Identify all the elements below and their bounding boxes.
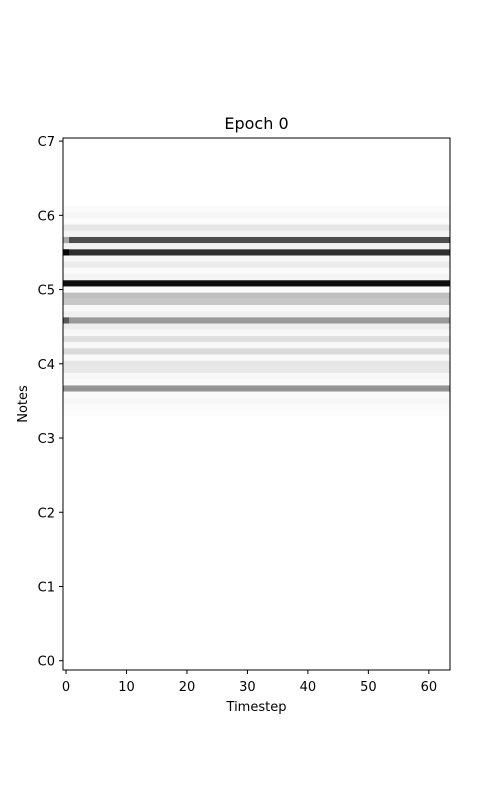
heatmap-row-75	[63, 267, 450, 275]
y-tick-label: C6	[38, 209, 55, 224]
heatmap-row-68	[63, 311, 450, 318]
heatmap-cell-78-t0	[63, 249, 70, 256]
heatmap-row-69	[63, 305, 450, 312]
heatmap-row-72	[63, 286, 450, 293]
heatmap-row-71	[63, 292, 450, 299]
heatmap-cell-67-t0	[63, 317, 70, 324]
heatmap-row-59	[63, 366, 450, 374]
heatmap-row-64	[63, 335, 450, 343]
chart-title: Epoch 0	[224, 114, 288, 133]
heatmap-row-76	[63, 261, 450, 268]
heatmap-cells	[63, 206, 450, 417]
heatmap-row-73	[63, 280, 450, 287]
heatmap-row-67	[63, 317, 450, 324]
heatmap-row-62	[63, 348, 450, 355]
heatmap-row-78	[63, 249, 450, 256]
x-axis: 0 10 20 30 40 50 60	[62, 670, 437, 695]
x-tick-label: 10	[118, 680, 135, 695]
heatmap-row-54	[63, 397, 450, 404]
heatmap-row-80	[63, 236, 450, 244]
heatmap-row-84	[63, 212, 450, 219]
heatmap-row-60	[63, 360, 450, 367]
heatmap-row-57	[63, 379, 450, 386]
heatmap-row-58	[63, 373, 450, 380]
heatmap-row-82	[63, 224, 450, 231]
heatmap-row-81	[63, 230, 450, 237]
heatmap-row-61	[63, 354, 450, 361]
y-tick-label: C7	[38, 135, 55, 150]
heatmap-row-55	[63, 391, 450, 398]
heatmap-cell-80-t0	[63, 236, 70, 244]
heatmap-row-66	[63, 323, 450, 330]
heatmap-row-56	[63, 385, 450, 392]
y-tick-label: C3	[38, 432, 55, 447]
heatmap-row-85	[63, 206, 450, 213]
heatmap-row-63	[63, 342, 450, 349]
x-tick-label: 0	[62, 680, 70, 695]
x-tick-label: 40	[300, 680, 317, 695]
heatmap-row-65	[63, 329, 450, 336]
y-axis-label: Notes	[16, 385, 31, 423]
x-tick-label: 50	[360, 680, 377, 695]
y-tick-label: C1	[38, 580, 55, 595]
y-axis: C0 C1 C2 C3 C4 C5 C6 C7	[38, 135, 63, 670]
heatmap-row-79	[63, 243, 450, 250]
heatmap-row-83	[63, 218, 450, 225]
x-tick-label: 20	[179, 680, 196, 695]
heatmap-row-77	[63, 255, 450, 262]
heatmap-row-53	[63, 404, 450, 411]
y-tick-label: C0	[38, 655, 55, 670]
x-axis-label: Timestep	[226, 700, 287, 715]
heatmap-row-74	[63, 274, 450, 281]
y-tick-label: C5	[38, 284, 55, 299]
y-tick-label: C2	[38, 506, 55, 521]
x-tick-label: 30	[239, 680, 256, 695]
y-tick-label: C4	[38, 358, 55, 373]
plot-frame	[62, 137, 451, 671]
heatmap-row-70	[63, 298, 450, 306]
x-tick-label: 60	[421, 680, 438, 695]
heatmap-row-52	[63, 410, 450, 417]
